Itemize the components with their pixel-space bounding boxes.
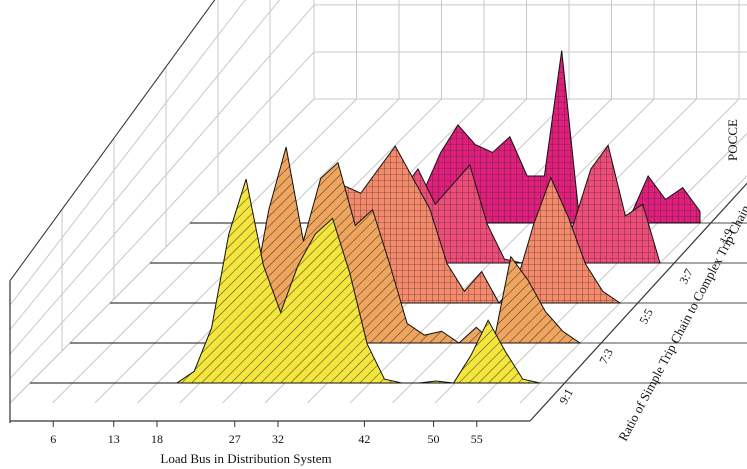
grid-line [519,175,747,404]
x-tick-label: 32 [272,432,284,446]
y-tick-label: 7:3 [596,346,616,366]
depth-axis-line [529,182,747,422]
y-tick-label: 1:9 [716,226,736,246]
x-axis-title: Load Bus in Distribution System [160,451,331,466]
x-tick-label: 18 [151,432,163,446]
grid-line [9,0,281,330]
x-tick-label: 50 [428,432,440,446]
x-tick-label: 42 [358,432,370,446]
series-outline-9-1 [30,179,541,384]
x-tick-label: 55 [471,432,483,446]
axes-group: 6131827324250559:17:35:53:71:90.000.120.… [9,0,747,446]
x-tick-label: 27 [229,432,241,446]
y-tick-label: 3:7 [676,266,696,286]
grid-line [349,98,655,404]
z-axis-title: POCCE [725,119,740,161]
x-tick-label: 13 [108,432,120,446]
series-group [30,50,747,384]
grid-line [9,4,315,355]
grid-line [9,0,246,306]
x-tick-label: 6 [50,432,56,446]
axis-frame [9,0,216,281]
grid-line [9,98,315,404]
y-tick-label: 9:1 [556,386,576,406]
grid-line [9,51,315,379]
y-tick-label: 5:5 [636,306,656,326]
grid-line [52,98,357,404]
